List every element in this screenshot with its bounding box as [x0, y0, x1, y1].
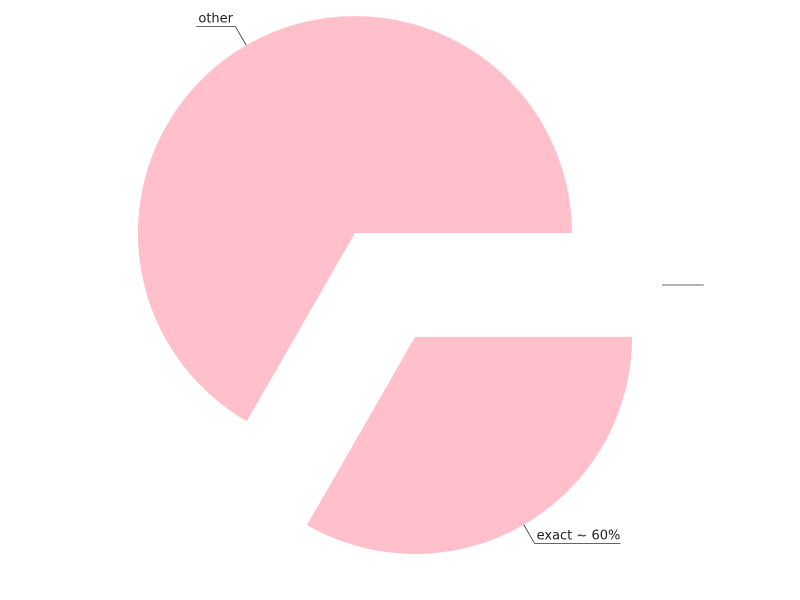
- slices-layer: [137, 16, 633, 554]
- slice-label: other: [198, 11, 233, 26]
- pie-slice-exact: [306, 336, 633, 554]
- pie-slice-other: [137, 16, 572, 422]
- slice-leader-line: [523, 524, 621, 544]
- slice-leader-line: [196, 26, 247, 46]
- labels-layer: other exact ~ 60%: [196, 11, 704, 544]
- slice-label: exact ~ 60%: [537, 529, 621, 544]
